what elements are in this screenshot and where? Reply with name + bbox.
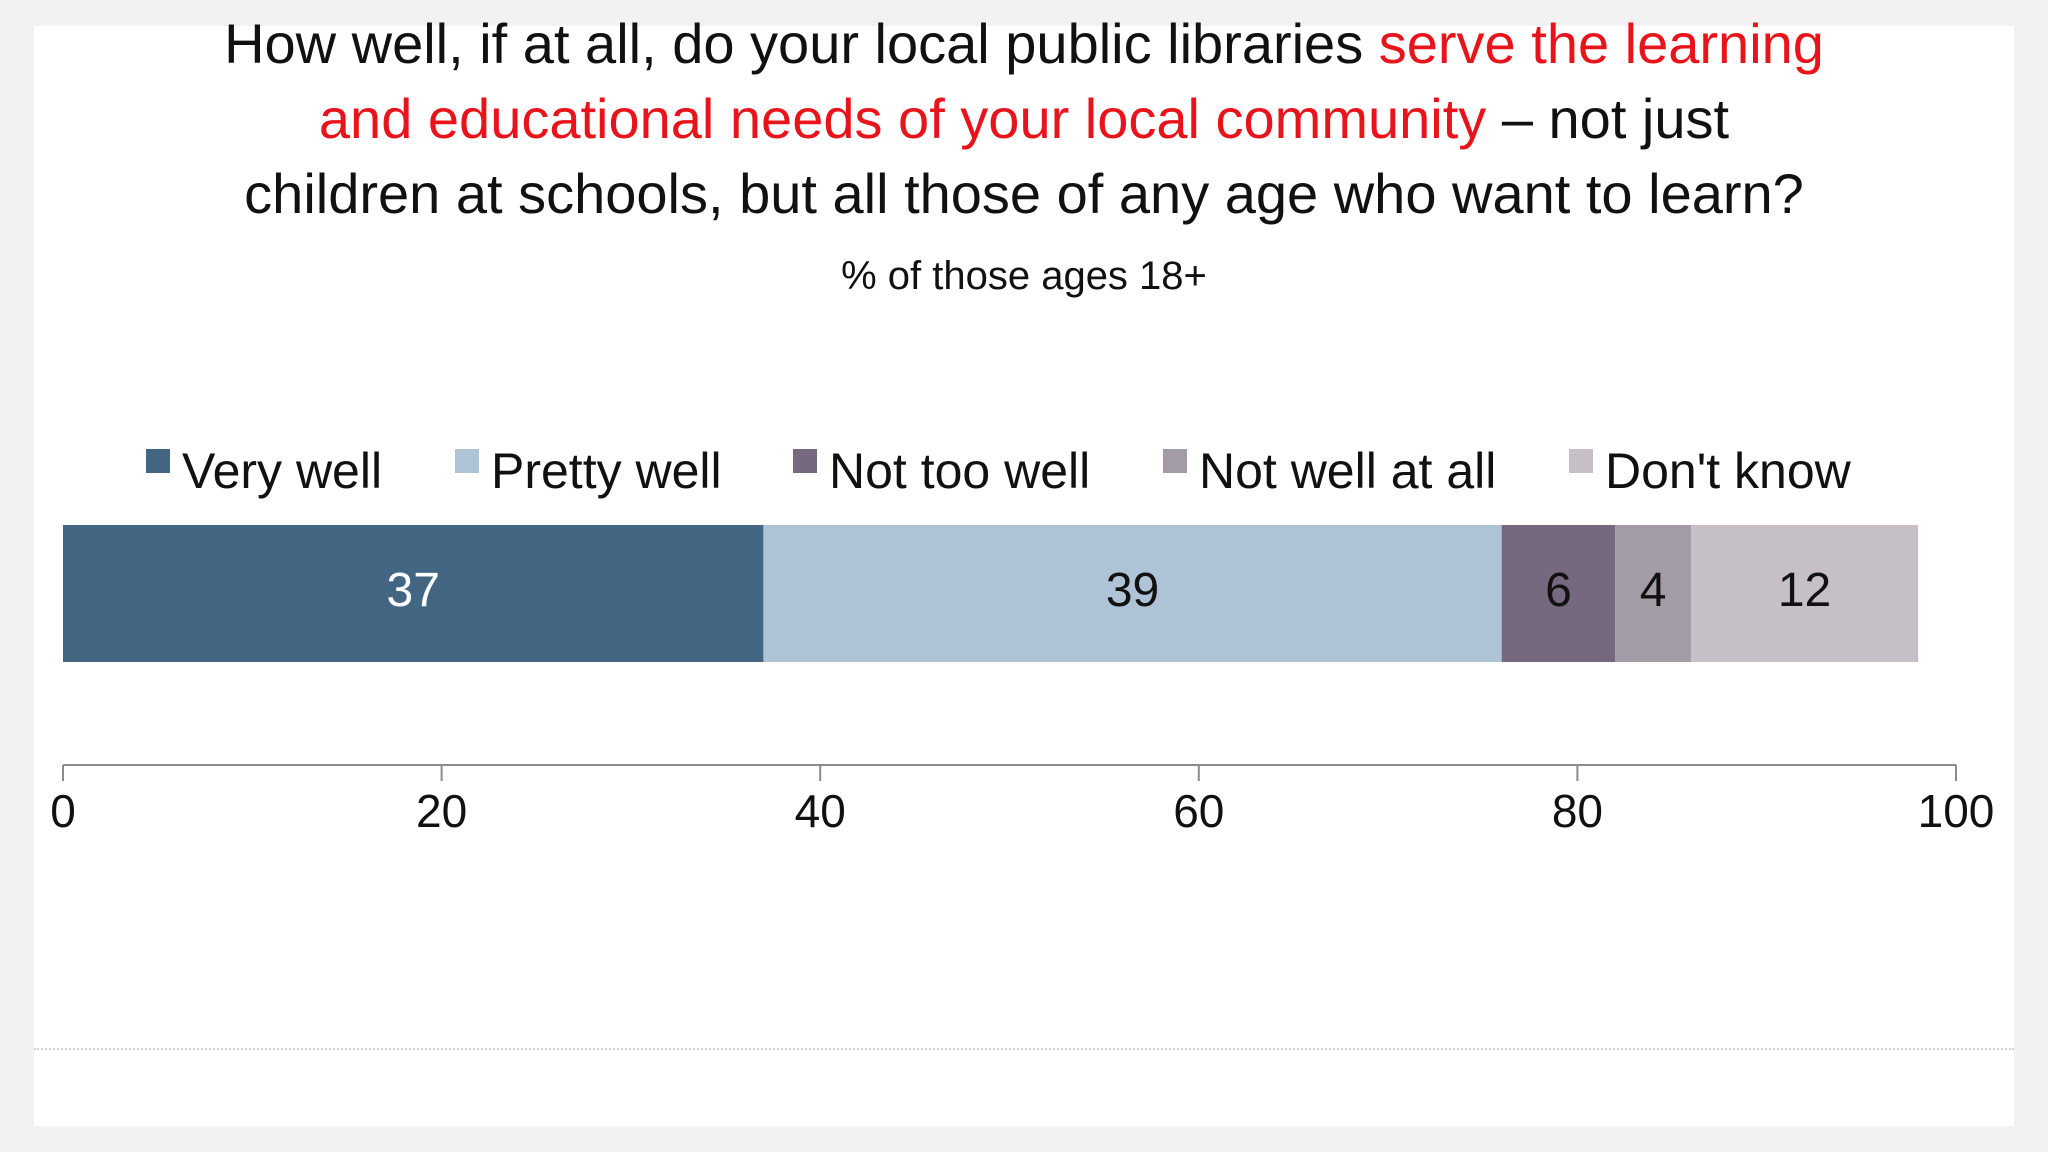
bar-value-label-not-well-at-all: 4 [1640,564,1667,617]
bar-value-label-pretty-well: 39 [1106,564,1159,617]
title-highlight-1: serve the learning [1378,12,1824,75]
x-tick-label-80: 80 [1552,785,1603,837]
footer-divider [34,1048,2014,1050]
title-line-3: children at schools, but all those of an… [244,162,1804,225]
legend-label-not-well-at-all: Not well at all [1199,443,1496,499]
legend-label-don-t-know: Don't know [1605,443,1852,499]
legend-swatch-not-well-at-all [1163,449,1187,473]
legend-label-pretty-well: Pretty well [491,443,722,499]
legend-swatch-not-too-well [793,449,817,473]
title-highlight-2: and educational needs of your local comm… [318,87,1487,150]
bar-segment-not-well-at-all [1615,525,1691,662]
title-part-1: How well, if at all, do your local publi… [224,12,1379,75]
legend-swatch-don-t-know [1569,449,1593,473]
x-axis: 0 20 40 60 80 100 [50,764,1995,837]
bar-value-label-very-well: 37 [387,564,440,617]
legend-swatch-very-well [146,449,170,473]
chart-title: How well, if at all, do your local publi… [0,6,2048,231]
chart-subtitle: % of those ages 18+ [841,254,1207,298]
x-tick-label-20: 20 [416,785,467,837]
x-tick-label-0: 0 [50,785,76,837]
bar-value-label-not-too-well: 6 [1545,564,1572,617]
bar-segment-not-too-well [1501,525,1616,662]
bar-value-label-don-t-know: 12 [1778,564,1831,617]
bar-segment-don-t-know [1690,525,1919,662]
bar-segment-pretty-well [763,525,1502,662]
x-tick-label-60: 60 [1173,785,1224,837]
x-tick-label-40: 40 [795,785,846,837]
legend-label-not-too-well: Not too well [829,443,1090,499]
legend-swatch-pretty-well [455,449,479,473]
title-part-2: – not just [1486,87,1730,150]
bar-segments: 37 39 6 4 12 [63,525,1919,662]
x-tick-label-100: 100 [1918,785,1995,837]
legend-label-very-well: Very well [182,443,382,499]
bar-segment-very-well [63,525,764,662]
chart-legend: Very well Pretty well Not too well Not well… [146,443,1852,499]
